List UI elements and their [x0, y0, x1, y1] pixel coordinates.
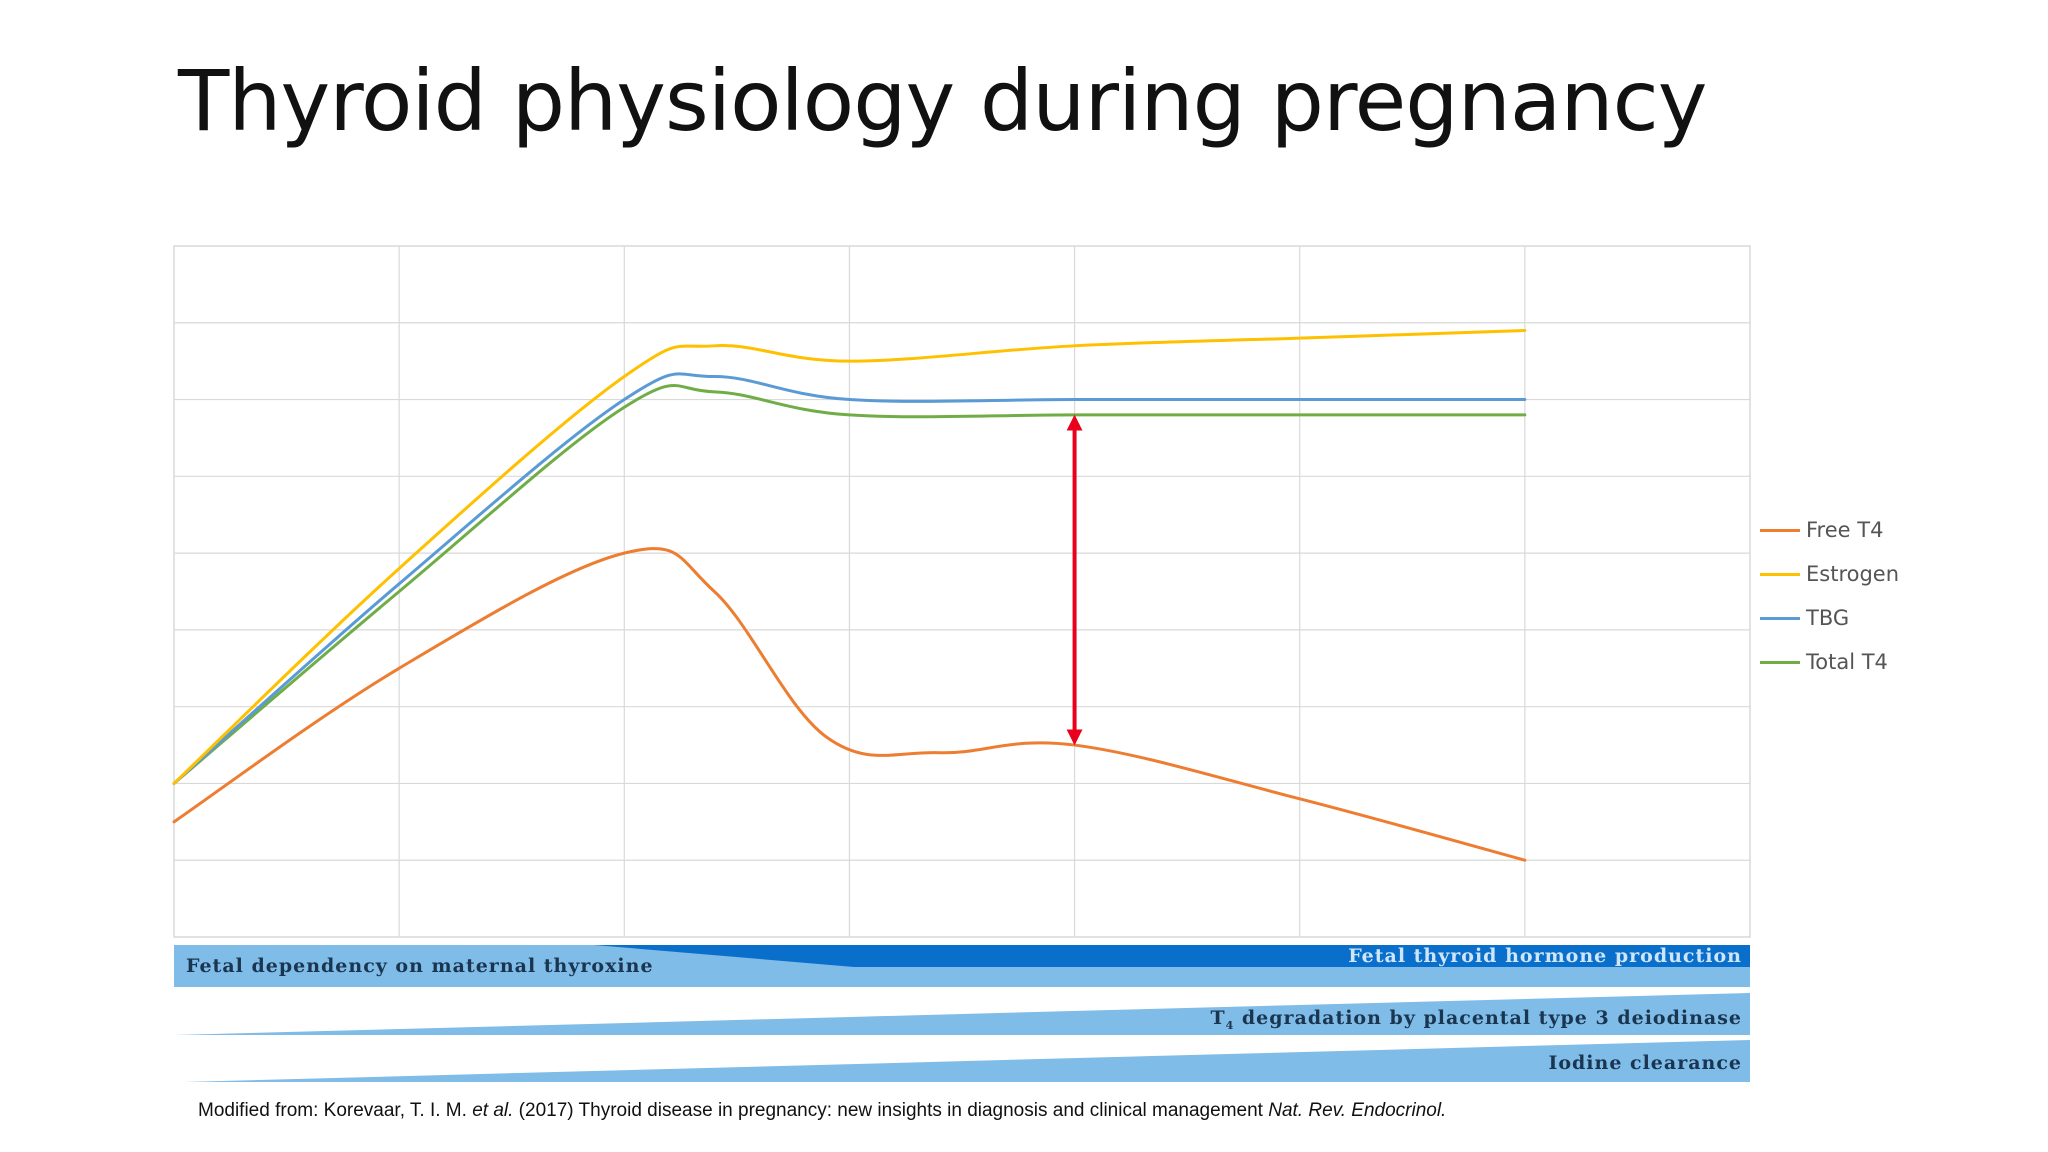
t4-degradation-text: degradation by placental type 3 deiodina… [1234, 1007, 1742, 1029]
series-line-total-t4 [172, 384, 1527, 785]
fetal-production-label: Fetal thyroid hormone production [1348, 945, 1742, 967]
citation: Modified from: Korevaar, T. I. M. et al.… [198, 1100, 1446, 1122]
legend-swatch [1760, 572, 1800, 576]
citation-journal: Nat. Rev. Endocrinol. [1268, 1100, 1447, 1121]
t4-degradation-sub: 4 [1225, 1018, 1235, 1032]
chart-series [172, 328, 1527, 862]
legend-item: Estrogen [1760, 552, 1899, 596]
series-line-free-t4 [172, 547, 1527, 862]
legend-item: Total T4 [1760, 640, 1899, 684]
iodine-clearance-label: Iodine clearance [1548, 1052, 1742, 1074]
legend-swatch [1760, 616, 1800, 620]
fetal-dependency-band: Fetal dependency on maternal thyroxine F… [174, 945, 1750, 987]
iodine-clearance-wedge [184, 1040, 1750, 1082]
page-title: Thyroid physiology during pregnancy [178, 52, 1707, 150]
series-line-estrogen [172, 328, 1527, 785]
legend-swatch [1760, 528, 1800, 532]
legend-item: Free T4 [1760, 508, 1899, 552]
citation-etal: et al. [472, 1100, 514, 1121]
citation-middle: (2017) Thyroid disease in pregnancy: new… [513, 1100, 1269, 1121]
citation-prefix: Modified from: Korevaar, T. I. M. [198, 1100, 473, 1121]
chart-legend: Free T4 Estrogen TBG Total T4 [1760, 508, 1899, 684]
legend-label: TBG [1806, 606, 1850, 630]
t4-degradation-prefix: T [1210, 1007, 1226, 1029]
fetal-production-wedge [594, 945, 1750, 967]
iodine-clearance-band: Iodine clearance [174, 1040, 1750, 1082]
fetal-dependency-label: Fetal dependency on maternal thyroxine [186, 955, 654, 977]
plot-area-border [173, 245, 1751, 938]
legend-swatch [1760, 660, 1800, 664]
t4-degradation-band: T4 degradation by placental type 3 deiod… [174, 993, 1750, 1035]
series-line-tbg [172, 372, 1527, 785]
t4-degradation-label: T4 degradation by placental type 3 deiod… [1210, 1007, 1742, 1032]
legend-item: TBG [1760, 596, 1899, 640]
chart-grid [173, 245, 1751, 938]
legend-label: Free T4 [1806, 518, 1884, 542]
legend-label: Total T4 [1806, 650, 1888, 674]
t4-degradation-wedge [174, 993, 1750, 1035]
legend-label: Estrogen [1806, 562, 1900, 586]
